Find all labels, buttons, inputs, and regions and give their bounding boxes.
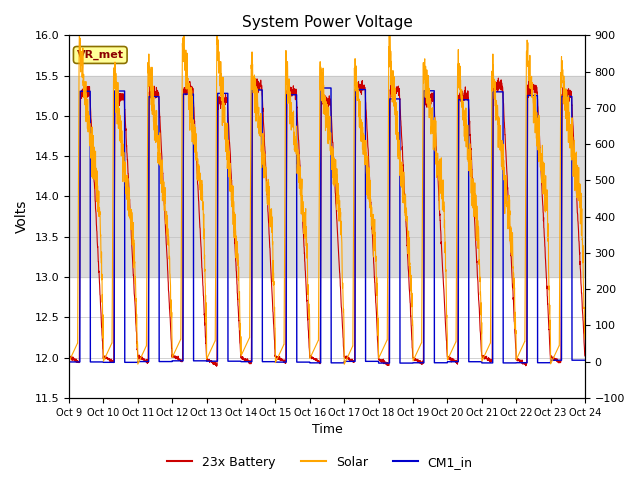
Legend: 23x Battery, Solar, CM1_in: 23x Battery, Solar, CM1_in — [163, 451, 477, 474]
Text: VR_met: VR_met — [77, 50, 124, 60]
Y-axis label: Volts: Volts — [15, 200, 29, 233]
Title: System Power Voltage: System Power Voltage — [241, 15, 412, 30]
X-axis label: Time: Time — [312, 423, 342, 436]
Bar — [69, 76, 585, 277]
